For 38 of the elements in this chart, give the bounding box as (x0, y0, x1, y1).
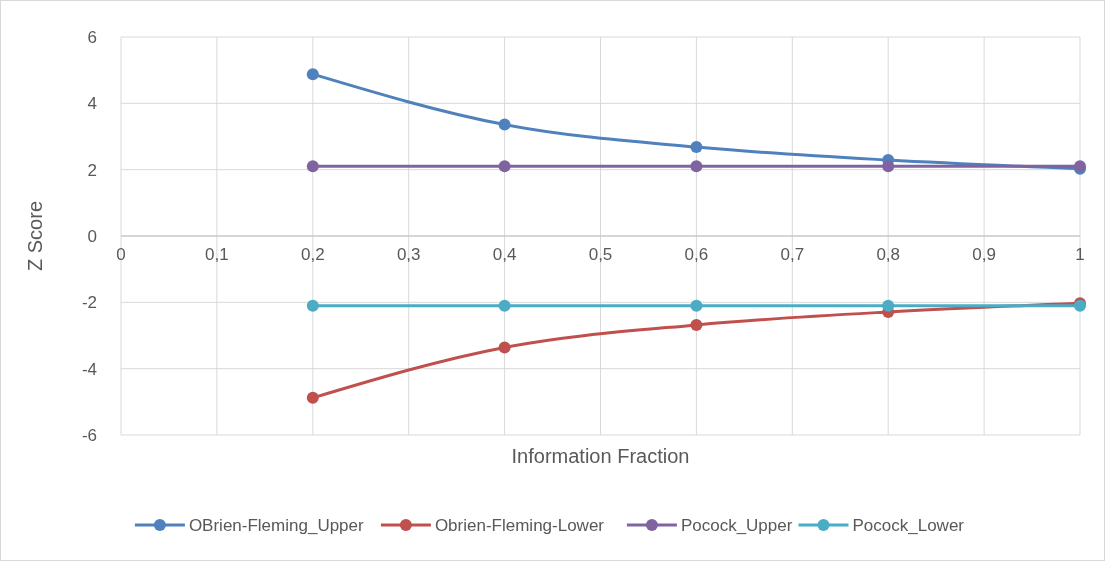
point (690, 160, 703, 173)
point (690, 299, 703, 312)
x-tick-label: 0,8 (876, 245, 901, 265)
y-axis-title: Z Score (24, 200, 46, 272)
point (882, 299, 895, 312)
x-tick-label: 0,9 (972, 245, 996, 265)
point (498, 341, 511, 354)
point (882, 160, 895, 173)
point (690, 141, 703, 154)
x-tick-label: 0,7 (780, 245, 805, 265)
y-tick-label: -2 (81, 293, 97, 313)
point (498, 160, 511, 173)
x-tick-label: 0,2 (300, 245, 325, 265)
legend-label: Obrien-Fleming-Lower (434, 515, 605, 535)
legend-label: OBrien-Fleming_Upper (188, 515, 365, 535)
y-tick-label: 2 (87, 160, 97, 180)
x-tick-label: 0,3 (396, 245, 421, 265)
y-tick-label: -4 (81, 359, 97, 379)
point (306, 299, 319, 312)
x-tick-label: 0,5 (588, 245, 613, 265)
x-tick-label: 0 (116, 245, 126, 265)
x-tick-label: 0,1 (205, 245, 229, 265)
x-tick-label: 0,4 (492, 245, 517, 265)
legend-label: Pocock_Upper (680, 515, 793, 535)
point (306, 160, 319, 173)
point (306, 391, 319, 404)
point (690, 318, 703, 331)
x-axis-title: Information Fraction (511, 445, 690, 467)
y-tick-label: -6 (81, 425, 97, 445)
point (306, 68, 319, 81)
point (498, 118, 511, 131)
y-tick-label: 0 (87, 226, 97, 246)
legend-label: Pocock_Lower (852, 515, 965, 535)
x-tick-label: 1 (1075, 245, 1085, 265)
point (498, 299, 511, 312)
x-tick-label: 0,6 (684, 245, 709, 265)
y-tick-label: 4 (87, 94, 97, 114)
y-tick-label: 6 (87, 27, 97, 47)
